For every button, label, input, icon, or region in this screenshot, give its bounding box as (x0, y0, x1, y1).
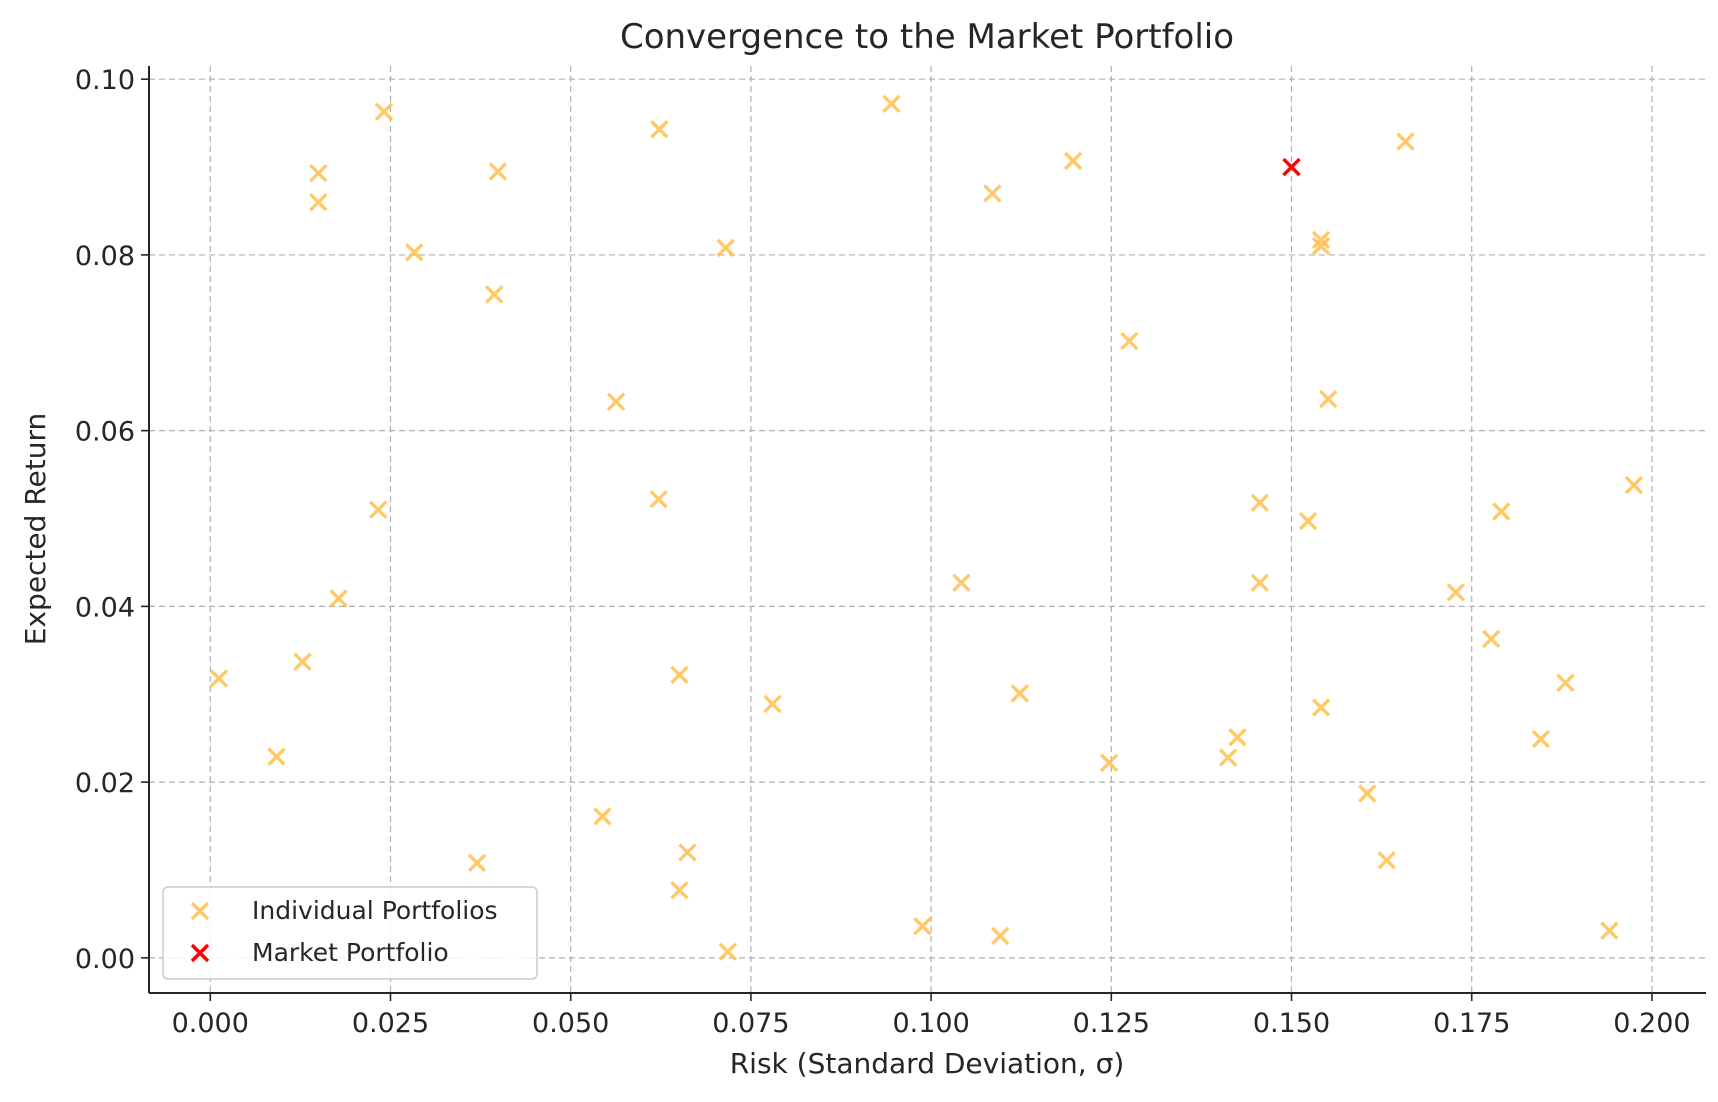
tick-marks: 0.000 0.025 0.050 0.075 0.100 0.125 0.150 0.175… (75, 65, 1691, 1039)
y-axis-label: Expected Return (19, 413, 52, 645)
legend: Individual Portfolios Market Portfolio (162, 886, 538, 980)
individual-portfolio-point (1531, 729, 1551, 749)
x-tick-label: 0.125 (1073, 1008, 1150, 1039)
individual-portfolio-point (670, 880, 689, 900)
individual-portfolio-point (670, 665, 689, 685)
y-tick-label: 0.02 (75, 768, 135, 799)
legend-label-individual: Individual Portfolios (252, 896, 498, 925)
individual-portfolio-point (1298, 511, 1318, 531)
legend-box (162, 886, 538, 980)
individual-portfolio-point (1377, 851, 1396, 870)
chart-title: Convergence to the Market Portfolio (620, 17, 1234, 57)
legend-marker-market (190, 943, 210, 963)
x-tick-label: 0.150 (1253, 1008, 1330, 1039)
legend-entry-individual: Individual Portfolios (190, 896, 498, 925)
individual-portfolio-point (1063, 151, 1083, 171)
individual-portfolio-point (649, 489, 668, 509)
individual-portfolio-point (882, 94, 901, 113)
individual-portfolio-point (1311, 236, 1331, 256)
individual-portfolio-point (1492, 502, 1511, 521)
individual-portfolio-point (650, 120, 669, 139)
individual-portfolio-point (763, 694, 782, 714)
legend-x-marker (190, 943, 210, 963)
x-tick-label: 0.050 (532, 1008, 609, 1039)
data-points (209, 94, 1644, 961)
individual-portfolio-point (369, 500, 388, 519)
x-tick-label: 0.100 (892, 1008, 969, 1039)
individual-portfolio-point (267, 747, 286, 766)
individual-portfolio-point (716, 238, 735, 258)
individual-portfolio-point (485, 285, 504, 304)
x-tick-label: 0.025 (352, 1008, 429, 1039)
individual-portfolio-point (329, 589, 348, 608)
x-tick-label: 0.075 (712, 1008, 789, 1039)
legend-entry-market: Market Portfolio (190, 938, 449, 967)
individual-portfolio-point (488, 162, 508, 181)
individual-portfolio-point (309, 163, 328, 183)
y-tick-label: 0.04 (75, 592, 135, 623)
individual-portfolio-point (718, 942, 738, 961)
individual-portfolio-point (1228, 728, 1247, 747)
individual-portfolio-point (1358, 784, 1377, 803)
individual-portfolio-point (405, 243, 424, 262)
individual-portfolio-point (1218, 748, 1238, 767)
individual-portfolio-point (467, 853, 487, 873)
individual-portfolio-point (593, 807, 612, 826)
individual-portfolio-point (678, 843, 697, 862)
individual-portfolio-point (1481, 629, 1501, 649)
individual-portfolio-point (952, 573, 971, 592)
individual-portfolio-point (1556, 673, 1575, 693)
individual-portfolio-point (983, 184, 1002, 203)
y-tick-label: 0.00 (75, 944, 135, 975)
x-tick-label: 0.000 (172, 1008, 249, 1039)
legend-x-marker (190, 901, 210, 921)
grid-lines (149, 66, 1706, 993)
individual-portfolio-point (1099, 753, 1119, 772)
individual-portfolio-point (1311, 230, 1331, 250)
individual-portfolio-point (991, 926, 1010, 946)
individual-portfolio-point (1120, 331, 1139, 351)
x-tick-label: 0.200 (1613, 1008, 1690, 1039)
x-tick-label: 0.175 (1433, 1008, 1510, 1039)
individual-portfolio-point (374, 102, 394, 121)
individual-portfolio-point (1311, 698, 1331, 717)
individual-portfolio-point (293, 652, 312, 671)
legend-marker-individual (190, 901, 210, 921)
individual-portfolio-point (1446, 583, 1466, 602)
individual-portfolio-point (1624, 475, 1644, 495)
individual-portfolio-point (1319, 389, 1338, 409)
individual-portfolio-point (309, 192, 328, 212)
y-tick-label: 0.06 (75, 417, 135, 448)
individual-portfolio-point (1250, 493, 1270, 512)
individual-portfolio-point (1250, 573, 1270, 592)
individual-portfolio-point (209, 669, 229, 688)
individual-portfolio-point (913, 917, 932, 936)
axes (148, 66, 1706, 994)
x-axis-label: Risk (Standard Deviation, σ) (730, 1047, 1125, 1080)
individual-portfolio-point (606, 392, 626, 411)
individual-portfolio-point (1010, 684, 1029, 703)
individual-portfolio-point (1396, 132, 1415, 151)
y-tick-label: 0.08 (75, 241, 135, 272)
individual-portfolio-point (1600, 921, 1619, 940)
y-tick-label: 0.10 (75, 65, 135, 96)
legend-label-market: Market Portfolio (252, 938, 449, 967)
market-portfolio-point (1282, 157, 1301, 177)
